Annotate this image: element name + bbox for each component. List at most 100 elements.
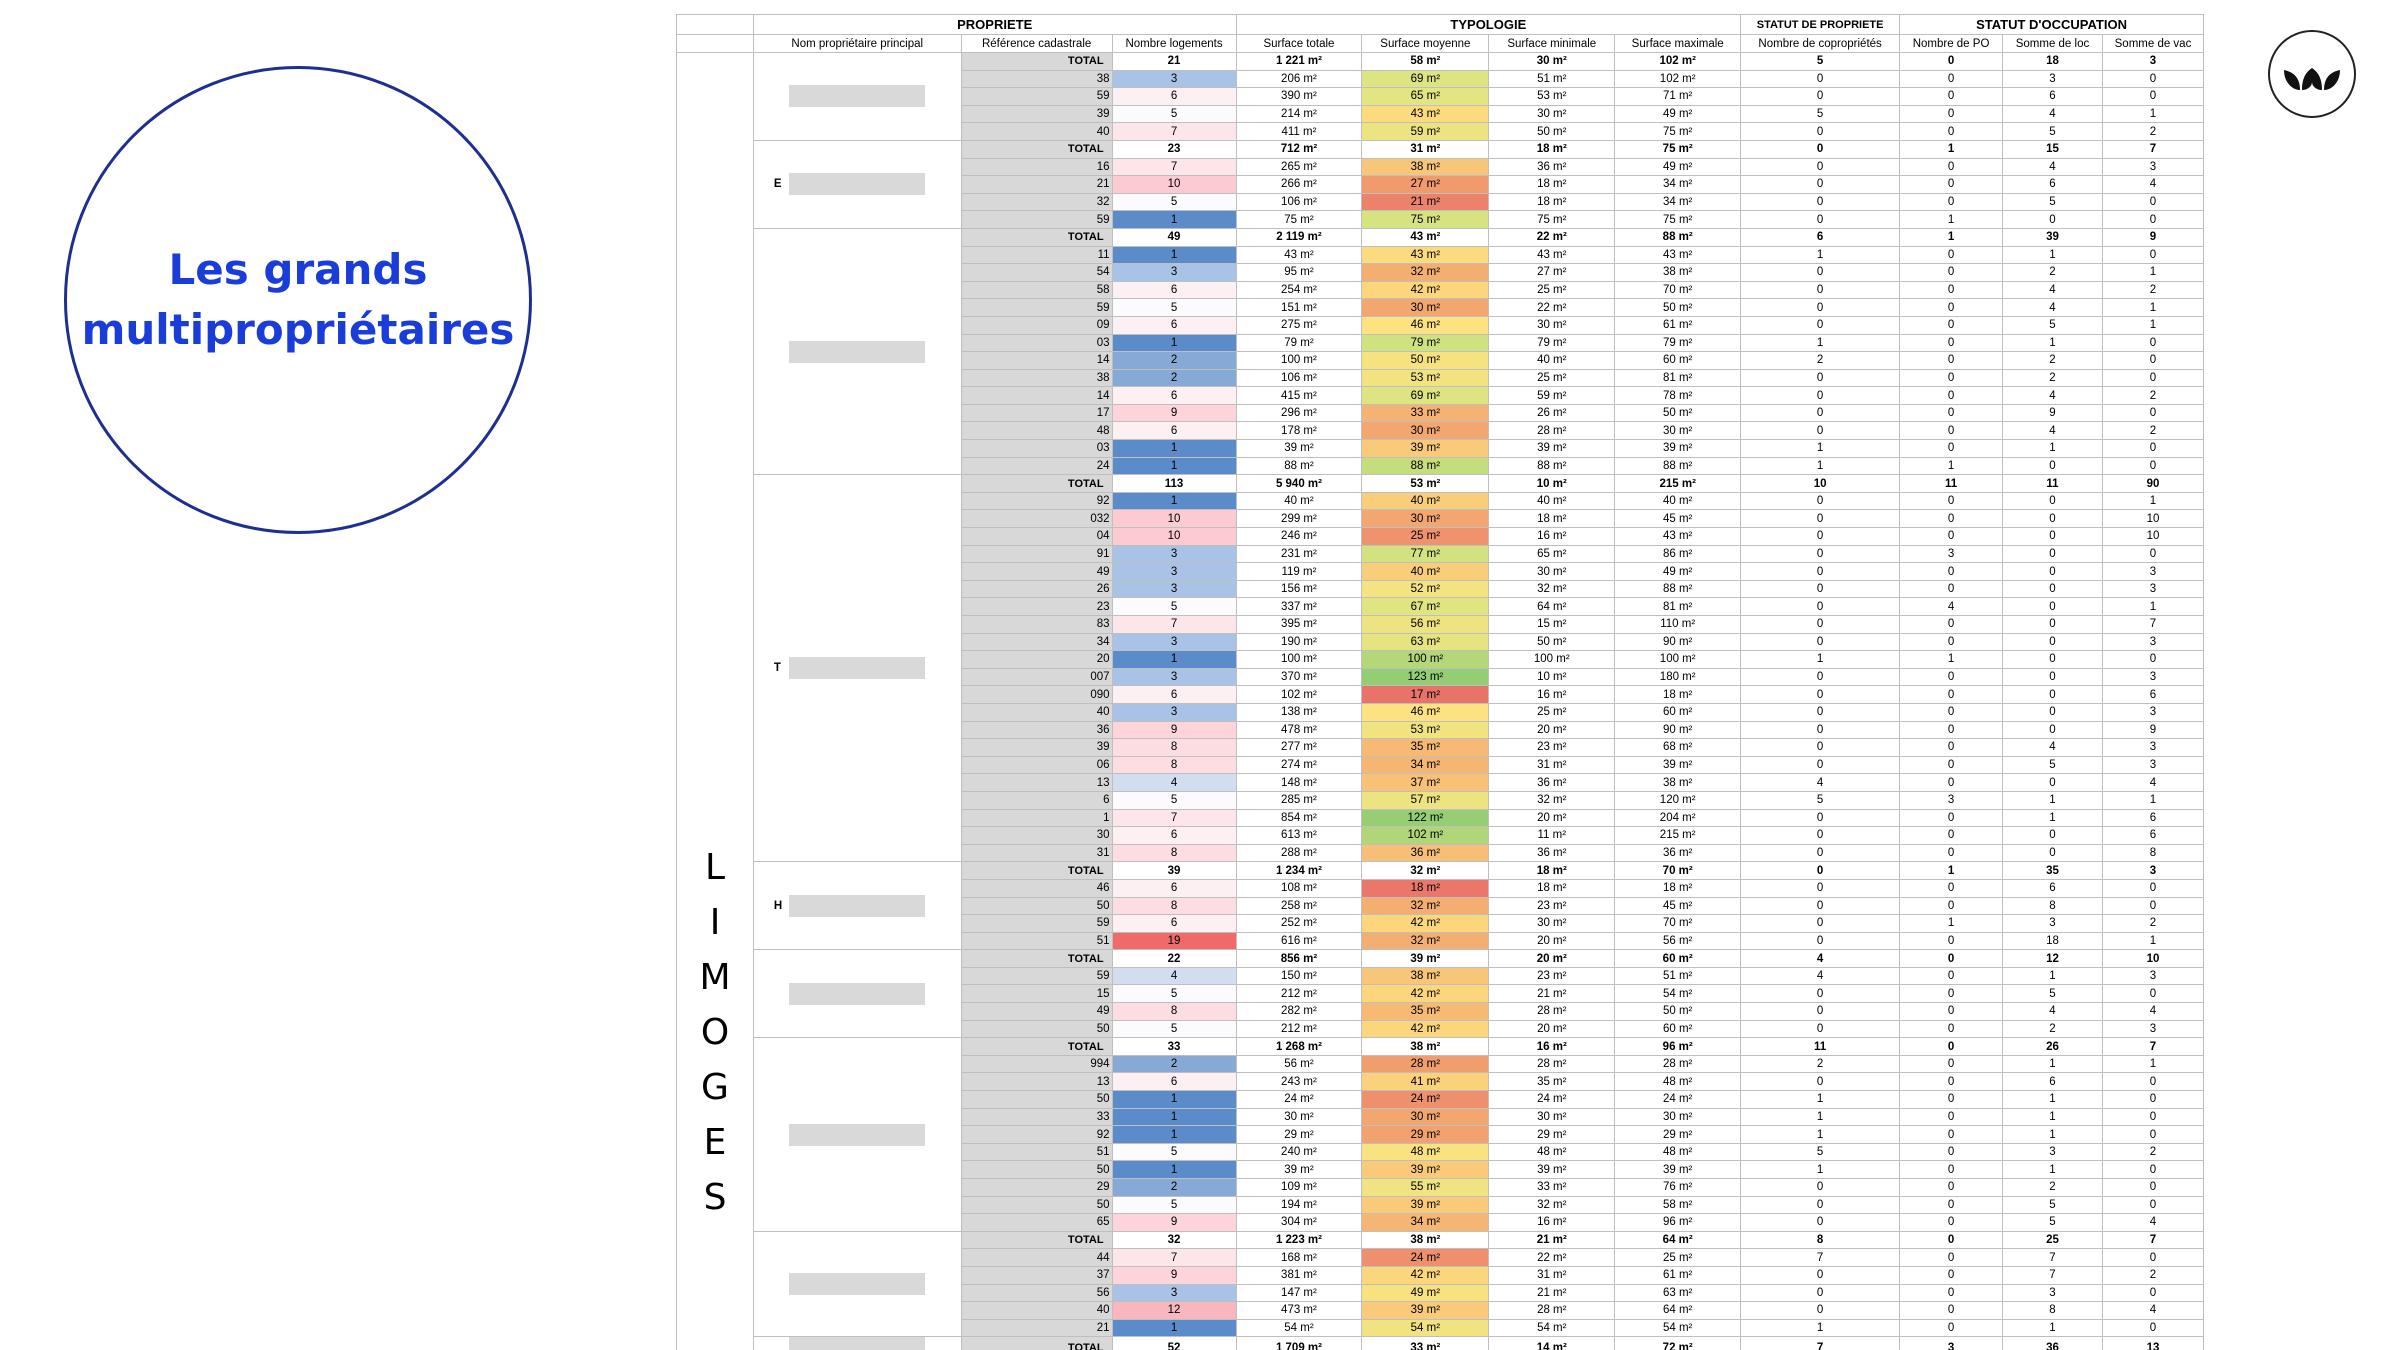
- table-cell: 4: [1740, 966, 1901, 986]
- table-cell: 4: [1899, 597, 2004, 616]
- city-column-cell: [676, 861, 754, 880]
- surface-moyenne-cell: 50 m²: [1361, 351, 1490, 370]
- table-cell: 23 m²: [1488, 896, 1616, 916]
- surface-moyenne-cell: 52 m²: [1361, 579, 1490, 599]
- cadastral-ref: 92: [961, 491, 1113, 511]
- logements-cell: 1: [1111, 210, 1237, 229]
- total-cell: 1: [1899, 139, 2004, 159]
- table-cell: 148 m²: [1235, 773, 1363, 792]
- logements-cell: 10: [1111, 175, 1237, 194]
- table-cell: 0: [1740, 579, 1901, 599]
- table-cell: 22 m²: [1488, 1248, 1616, 1267]
- logements-cell: 5: [1111, 790, 1237, 810]
- table-cell: 0: [2101, 439, 2204, 458]
- city-column-cell: [676, 791, 754, 810]
- table-cell: 43 m²: [1614, 245, 1742, 265]
- table-cell: 28 m²: [1488, 421, 1616, 441]
- city-column-cell: [676, 826, 754, 845]
- table-cell: 2: [2002, 368, 2103, 388]
- owner-name-cell: E E: [752, 139, 962, 229]
- owners-table: PROPRIETE TYPOLOGIE STATUT DE PROPRIETE …: [676, 14, 2204, 1350]
- cadastral-ref: 83: [961, 615, 1113, 634]
- table-cell: 275 m²: [1235, 315, 1363, 335]
- table-cell: 0: [1899, 491, 2004, 511]
- city-column-cell: [676, 439, 754, 458]
- cadastral-ref: 50: [961, 1160, 1113, 1179]
- cadastral-ref: 50: [961, 1019, 1113, 1039]
- table-cell: 274 m²: [1235, 755, 1363, 775]
- table-cell: 1: [1740, 245, 1901, 265]
- table-cell: 18 m²: [1614, 685, 1742, 704]
- data-row: 83 7 395 m² 56 m² 15 m² 110 m² 0 0 0 7: [676, 615, 2204, 634]
- table-cell: 3: [2101, 579, 2204, 599]
- table-cell: 0: [2101, 1107, 2204, 1127]
- city-column-cell: [676, 1037, 754, 1056]
- table-cell: 0: [1899, 1019, 2004, 1039]
- table-cell: 0: [1899, 878, 2004, 898]
- cadastral-ref: 6: [961, 790, 1113, 810]
- table-cell: 4: [2002, 1002, 2103, 1021]
- table-cell: 70 m²: [1614, 914, 1742, 933]
- total-cell: 113: [1111, 474, 1237, 493]
- table-cell: 3: [1899, 544, 2004, 564]
- table-cell: 265 m²: [1235, 157, 1363, 177]
- surface-moyenne-cell: 24 m²: [1361, 1248, 1490, 1267]
- table-cell: 0: [1899, 1318, 2004, 1338]
- table-cell: 45 m²: [1614, 509, 1742, 529]
- cadastral-ref: 51: [961, 931, 1113, 951]
- city-column-cell: [676, 615, 754, 634]
- table-cell: 0: [1740, 157, 1901, 177]
- logements-cell: 5: [1111, 984, 1237, 1004]
- owner-name-cell: H N: [752, 861, 962, 951]
- logements-cell: 1: [1111, 1090, 1237, 1109]
- table-cell: 0: [1740, 931, 1901, 951]
- table-cell: 2: [1740, 1054, 1901, 1074]
- logements-cell: 5: [1111, 104, 1237, 124]
- table-cell: 0: [1740, 1301, 1901, 1320]
- table-cell: 36 m²: [1488, 773, 1616, 792]
- city-column-cell: [676, 158, 754, 176]
- table-cell: 28 m²: [1488, 1002, 1616, 1021]
- table-cell: 32 m²: [1488, 1195, 1616, 1215]
- table-cell: 258 m²: [1235, 896, 1363, 916]
- surface-moyenne-cell: 21 m²: [1361, 192, 1490, 212]
- table-cell: 0: [2002, 210, 2103, 229]
- table-cell: 71 m²: [1614, 87, 1742, 106]
- table-cell: 0: [1740, 280, 1901, 300]
- cadastral-ref: 40: [961, 1301, 1113, 1320]
- logements-cell: 6: [1111, 685, 1237, 704]
- table-cell: 79 m²: [1235, 333, 1363, 353]
- total-cell: 16 m²: [1488, 1037, 1616, 1056]
- table-cell: 4: [2002, 738, 2103, 757]
- data-row: 31 8 288 m² 36 m² 36 m² 36 m² 0 0 0 8: [676, 843, 2204, 863]
- table-cell: 0: [1899, 1283, 2004, 1303]
- cadastral-ref: 44: [961, 1248, 1113, 1267]
- surface-moyenne-cell: 39 m²: [1361, 1195, 1490, 1215]
- owner-name-cell: [752, 52, 962, 141]
- table-cell: 6: [2002, 1072, 2103, 1092]
- owner-name-cell: [752, 1037, 962, 1232]
- city-column-cell: [676, 369, 754, 387]
- table-cell: 277 m²: [1235, 738, 1363, 757]
- table-cell: 370 m²: [1235, 667, 1363, 687]
- table-cell: 29 m²: [1488, 1125, 1616, 1144]
- table-cell: 0: [1899, 280, 2004, 300]
- total-cell: 32 m²: [1361, 861, 1490, 880]
- table-cell: 151 m²: [1235, 298, 1363, 317]
- total-cell: 60 m²: [1614, 949, 1742, 968]
- cadastral-ref: 36: [961, 720, 1113, 740]
- surface-moyenne-cell: 55 m²: [1361, 1178, 1490, 1197]
- city-column-cell: [676, 1231, 754, 1249]
- table-cell: 50 m²: [1614, 1002, 1742, 1021]
- table-cell: 39 m²: [1614, 755, 1742, 775]
- total-cell: 0: [1899, 1230, 2004, 1250]
- logements-cell: 2: [1111, 1054, 1237, 1074]
- surface-moyenne-cell: 48 m²: [1361, 1142, 1490, 1162]
- total-cell: 10: [1740, 474, 1901, 493]
- surface-moyenne-cell: 53 m²: [1361, 720, 1490, 740]
- logements-cell: 6: [1111, 386, 1237, 405]
- table-cell: 266 m²: [1235, 175, 1363, 194]
- table-cell: 2: [2101, 1265, 2204, 1285]
- data-row: 40 7 411 m² 59 m² 50 m² 75 m² 0 0 5 2: [676, 122, 2204, 141]
- total-label: TOTAL: [961, 1230, 1113, 1250]
